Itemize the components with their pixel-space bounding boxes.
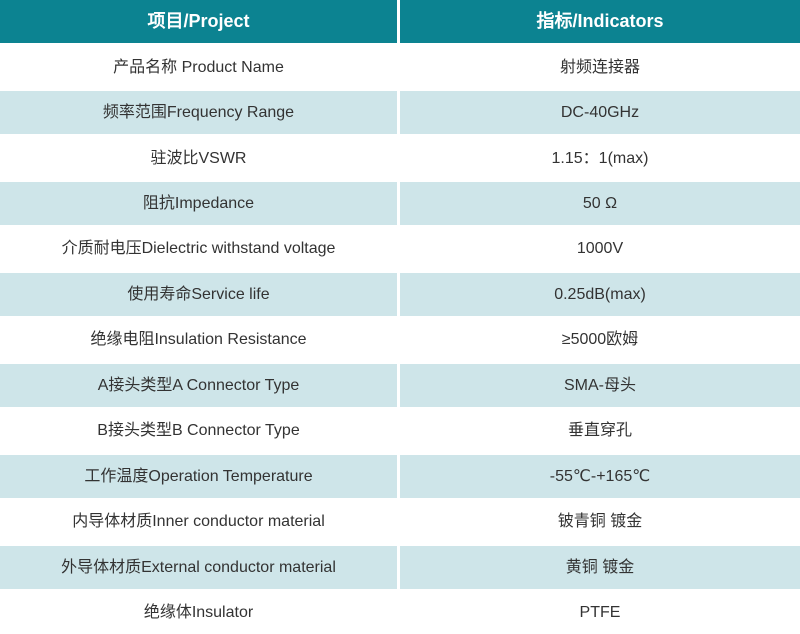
indicator-cell: 铍青铜 镀金 (400, 500, 800, 544)
project-cell: 使用寿命Service life (0, 273, 397, 316)
project-cell: 产品名称 Product Name (0, 46, 397, 89)
indicator-cell: 1.15：1(max) (400, 136, 800, 180)
indicator-cell: PTFE (400, 591, 800, 634)
project-cell: 内导体材质Inner conductor material (0, 500, 397, 544)
project-cell: 工作温度Operation Temperature (0, 455, 397, 498)
indicator-cell: DC-40GHz (400, 91, 800, 134)
project-cell: 绝缘体Insulator (0, 591, 397, 634)
header-cell-indicators: 指标/Indicators (400, 0, 800, 43)
indicator-cell: -55℃-+165℃ (400, 455, 800, 498)
project-cell: 绝缘电阻Insulation Resistance (0, 318, 397, 362)
project-cell: 驻波比VSWR (0, 136, 397, 180)
indicator-cell: 0.25dB(max) (400, 273, 800, 316)
indicator-cell: 黄铜 镀金 (400, 546, 800, 589)
project-cell: 介质耐电压Dielectric withstand voltage (0, 227, 397, 271)
indicator-cell: 50 Ω (400, 182, 800, 225)
indicator-cell: 射频连接器 (400, 46, 800, 89)
project-cell: 外导体材质External conductor material (0, 546, 397, 589)
project-cell: 阻抗Impedance (0, 182, 397, 225)
project-cell: A接头类型A Connector Type (0, 364, 397, 407)
header-cell-project: 项目/Project (0, 0, 397, 43)
project-cell: 频率范围Frequency Range (0, 91, 397, 134)
indicator-cell: 1000V (400, 227, 800, 271)
project-cell: B接头类型B Connector Type (0, 409, 397, 453)
indicator-cell: ≥5000欧姆 (400, 318, 800, 362)
indicator-cell: SMA-母头 (400, 364, 800, 407)
indicator-cell: 垂直穿孔 (400, 409, 800, 453)
